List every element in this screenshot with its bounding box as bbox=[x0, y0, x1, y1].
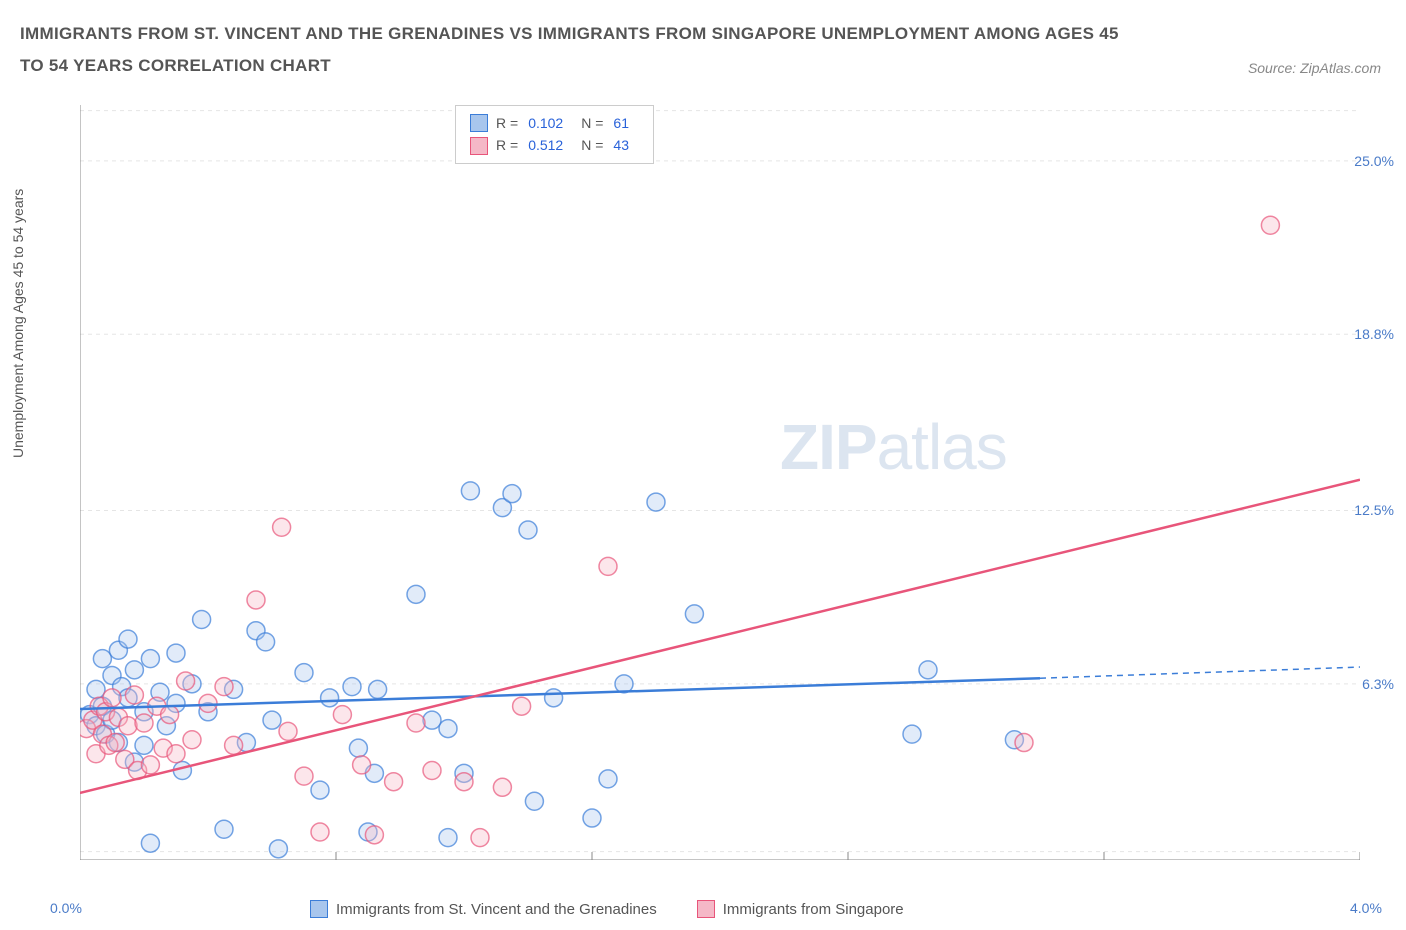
chart-plot-area bbox=[80, 105, 1360, 865]
legend-item-series-1: Immigrants from St. Vincent and the Gren… bbox=[310, 900, 657, 918]
legend-n-label: N = bbox=[581, 112, 603, 134]
legend-r-value: 0.102 bbox=[528, 112, 563, 134]
chart-title: IMMIGRANTS FROM ST. VINCENT AND THE GREN… bbox=[20, 18, 1120, 83]
correlation-legend: R = 0.102 N = 61 R = 0.512 N = 43 bbox=[455, 105, 654, 164]
legend-row-series-2: R = 0.512 N = 43 bbox=[470, 134, 639, 156]
legend-item-series-2: Immigrants from Singapore bbox=[697, 900, 904, 918]
legend-n-label: N = bbox=[581, 134, 603, 156]
source-attribution: Source: ZipAtlas.com bbox=[1248, 60, 1381, 76]
legend-swatch-icon bbox=[470, 137, 488, 155]
x-tick-label: 0.0% bbox=[50, 900, 82, 916]
y-tick-label: 12.5% bbox=[1354, 502, 1394, 518]
legend-r-label: R = bbox=[496, 134, 518, 156]
legend-n-value: 61 bbox=[613, 112, 629, 134]
y-axis-label: Unemployment Among Ages 45 to 54 years bbox=[10, 189, 26, 458]
y-tick-label: 18.8% bbox=[1354, 326, 1394, 342]
legend-r-value: 0.512 bbox=[528, 134, 563, 156]
x-tick-label: 4.0% bbox=[1350, 900, 1382, 916]
legend-n-value: 43 bbox=[613, 134, 629, 156]
legend-swatch-icon bbox=[697, 900, 715, 918]
scatter-plot-svg bbox=[80, 105, 1360, 860]
legend-series-label: Immigrants from St. Vincent and the Gren… bbox=[336, 901, 657, 918]
series-legend: Immigrants from St. Vincent and the Gren… bbox=[310, 900, 904, 918]
legend-series-label: Immigrants from Singapore bbox=[723, 901, 904, 918]
y-tick-label: 25.0% bbox=[1354, 153, 1394, 169]
watermark: ZIPatlas bbox=[780, 410, 1007, 484]
legend-row-series-1: R = 0.102 N = 61 bbox=[470, 112, 639, 134]
legend-swatch-icon bbox=[470, 114, 488, 132]
legend-swatch-icon bbox=[310, 900, 328, 918]
y-tick-label: 6.3% bbox=[1362, 676, 1394, 692]
legend-r-label: R = bbox=[496, 112, 518, 134]
